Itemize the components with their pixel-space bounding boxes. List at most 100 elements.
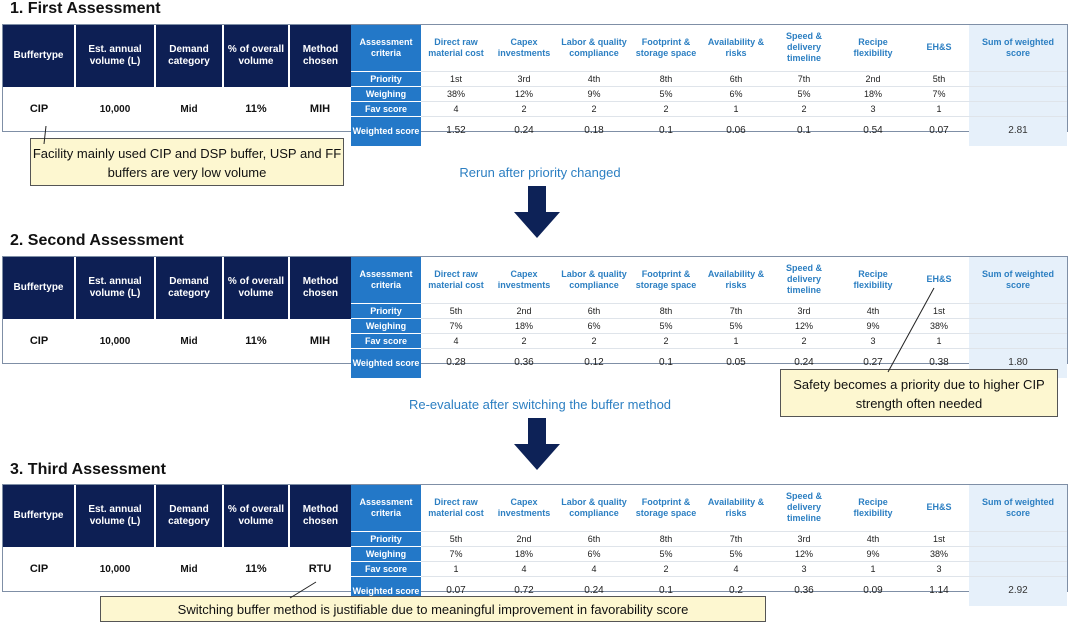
assessment-block-second: Buffertype Est. annual volume (L) Demand c… [2, 256, 1068, 379]
header-annual-volume: Est. annual volume (L) [75, 257, 156, 319]
header-demand-category: Demand category [155, 257, 224, 319]
header-annual-volume: Est. annual volume (L) [75, 25, 156, 87]
sum-cell-empty [969, 100, 1067, 116]
score-cell: 6% [701, 85, 771, 101]
criteria-score-table: Assessment criteria Direct raw material c… [351, 25, 1067, 147]
score-cell: 5% [701, 317, 771, 333]
score-cell: 4 [421, 100, 491, 116]
row-label: Priority [351, 530, 421, 547]
callout-switching-method: Switching buffer method is justifiable d… [100, 596, 766, 622]
criteria-header: Direct raw material cost [421, 485, 491, 531]
score-cell: 0.07 [909, 115, 969, 146]
score-cell: 0.1 [631, 115, 701, 146]
score-cell: 5th [909, 70, 969, 86]
criteria-header: Speed & delivery timeline [771, 25, 837, 71]
buffer-info-table: Buffertype Est. annual volume (L) Demand c… [3, 25, 351, 131]
score-cell: 0.1 [771, 115, 837, 146]
sum-cell-empty [969, 332, 1067, 348]
header-buffertype: Buffertype [3, 257, 76, 319]
score-cell: 38% [909, 317, 969, 333]
score-cell: 8th [631, 302, 701, 318]
annual-volume-cell: 10,000 [75, 87, 155, 131]
row-label: Weighted score [351, 115, 421, 147]
score-cell: 5% [631, 545, 701, 561]
criteria-score-table: Assessment criteria Direct raw material c… [351, 257, 1067, 379]
sum-cell-empty [969, 560, 1067, 576]
score-cell: 0.09 [837, 575, 909, 606]
score-cell: 4th [837, 302, 909, 318]
header-demand-category: Demand category [155, 25, 224, 87]
row-label: Weighing [351, 317, 421, 334]
score-cell: 0.18 [557, 115, 631, 146]
criteria-header: Speed & delivery timeline [771, 257, 837, 303]
section-title-first: 1. First Assessment [10, 0, 161, 17]
score-cell: 4 [421, 332, 491, 348]
score-cell: 7% [421, 317, 491, 333]
criteria-header: Assessment criteria [351, 25, 421, 72]
score-cell: 7th [701, 530, 771, 546]
score-cell: 7th [701, 302, 771, 318]
percent-volume-cell: 11% [223, 319, 289, 363]
transition-label-rerun: Rerun after priority changed [459, 165, 621, 180]
buffer-info-table: Buffertype Est. annual volume (L) Demand c… [3, 485, 351, 591]
score-cell: 3 [909, 560, 969, 576]
sum-cell-empty [969, 70, 1067, 86]
sum-cell-empty [969, 530, 1067, 546]
criteria-header: Footprint & storage space [631, 257, 701, 303]
header-buffertype: Buffertype [3, 485, 76, 547]
score-cell: 8th [631, 530, 701, 546]
score-cell: 9% [837, 545, 909, 561]
score-cell: 1st [909, 530, 969, 546]
score-cell: 2 [557, 332, 631, 348]
criteria-header: Assessment criteria [351, 485, 421, 532]
sum-cell-empty [969, 302, 1067, 318]
score-cell: 4 [701, 560, 771, 576]
criteria-header: Availability & risks [701, 257, 771, 303]
score-cell: 3rd [771, 302, 837, 318]
score-cell: 12% [771, 545, 837, 561]
score-cell: 4 [557, 560, 631, 576]
score-cell: 1 [421, 560, 491, 576]
score-cell: 3rd [771, 530, 837, 546]
header-demand-category: Demand category [155, 485, 224, 547]
score-cell: 0.12 [557, 347, 631, 378]
callout-safety-priority: Safety becomes a priority due to higher … [780, 369, 1058, 417]
header-method-chosen: Method chosen [289, 25, 351, 87]
score-cell: 0.54 [837, 115, 909, 146]
header-buffertype: Buffertype [3, 25, 76, 87]
score-cell: 3 [771, 560, 837, 576]
assessment-block-first: Buffertype Est. annual volume (L) Demand c… [2, 24, 1068, 147]
criteria-header: Labor & quality compliance [557, 485, 631, 531]
score-cell: 6% [557, 317, 631, 333]
score-cell: 7th [771, 70, 837, 86]
score-cell: 1 [909, 100, 969, 116]
score-cell: 5% [771, 85, 837, 101]
score-cell: 2 [491, 100, 557, 116]
score-cell: 1.52 [421, 115, 491, 146]
score-cell: 5th [421, 530, 491, 546]
criteria-header: Sum of weighted score [969, 25, 1067, 71]
down-arrow-icon [514, 186, 560, 238]
criteria-header: Sum of weighted score [969, 257, 1067, 303]
demand-category-cell: Mid [155, 87, 223, 131]
buffer-type-cell: CIP [3, 547, 75, 591]
score-cell: 2nd [491, 530, 557, 546]
score-cell: 5% [631, 317, 701, 333]
criteria-header: Sum of weighted score [969, 485, 1067, 531]
criteria-header: Capex investments [491, 25, 557, 71]
criteria-header: Footprint & storage space [631, 485, 701, 531]
criteria-header: EH&S [909, 485, 969, 531]
score-cell: 0.06 [701, 115, 771, 146]
score-cell: 18% [491, 545, 557, 561]
row-label: Weighted score [351, 347, 421, 379]
weighted-score-sum: 2.81 [969, 115, 1067, 146]
score-cell: 8th [631, 70, 701, 86]
score-cell: 1 [837, 560, 909, 576]
score-cell: 9% [837, 317, 909, 333]
demand-category-cell: Mid [155, 319, 223, 363]
annual-volume-cell: 10,000 [75, 319, 155, 363]
header-percent-volume: % of overall volume [223, 25, 290, 87]
score-cell: 2 [557, 100, 631, 116]
score-cell: 6% [557, 545, 631, 561]
callout-facility-buffers: Facility mainly used CIP and DSP buffer,… [30, 138, 344, 186]
